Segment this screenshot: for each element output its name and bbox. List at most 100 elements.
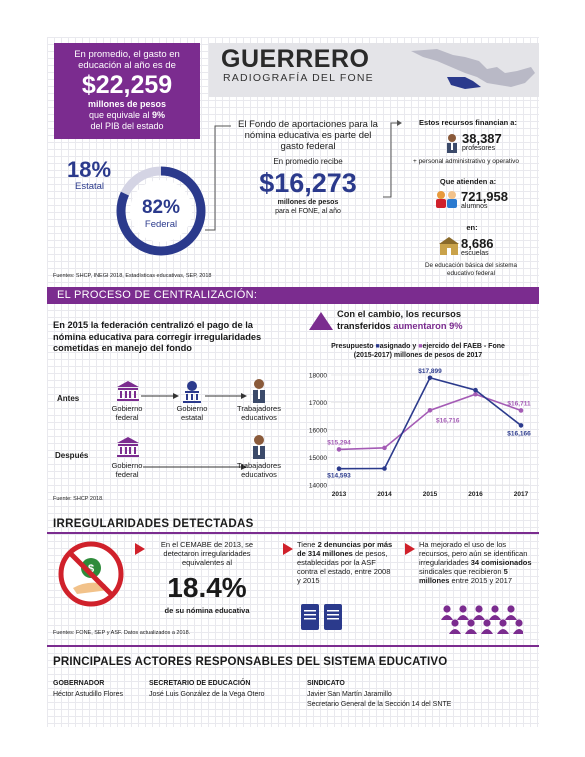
change-line-1: Con el cambio, los recursos <box>337 309 461 319</box>
students-num: 721,958 <box>461 189 508 204</box>
improve-a: Ha mejorado el uso de los recursos, pero… <box>419 540 528 567</box>
spend-unit: millones de pesos <box>87 99 167 109</box>
schools-note: De educación básica del sistema educativ… <box>424 262 518 277</box>
chart-title-line-2: (2015-2017) millones de pesos de 2017 <box>353 352 483 359</box>
complaints-text: Tiene 2 denuncias por más de 314 millone… <box>297 540 393 585</box>
improve-d: 5 millones <box>419 567 508 585</box>
chart-title-line-1: Presupuesto ■asignado y ■ejercido del FA… <box>297 342 539 351</box>
bracket-line <box>383 120 402 198</box>
sources-note-1: Fuentes: SHCP, INEGI 2018, Estadísticas … <box>53 273 212 279</box>
fone-unit: millones de pesos <box>277 199 339 206</box>
union-role: SINDICATO <box>307 680 345 687</box>
actors-top-rule <box>47 645 539 647</box>
finance-title: Estos recursos financian a: <box>419 118 517 127</box>
x-tick-label: 2017 <box>514 491 529 498</box>
connector-line <box>205 125 231 231</box>
teachers-label: profesores <box>462 145 496 152</box>
y-tick-label: 16000 <box>309 428 327 435</box>
y-tick-label: 14000 <box>309 483 327 490</box>
data-point-asignado <box>473 391 478 397</box>
irregular-pct-label: de su nómina educativa <box>164 606 250 615</box>
schools-label: escuelas <box>461 250 489 257</box>
spend-pct-prefix: que equivale al <box>88 110 153 120</box>
state-pct: 18% <box>67 157 112 182</box>
complaints-c: de pesos, establecidas por la ASF contra… <box>297 549 391 585</box>
y-tick-label: 17000 <box>309 400 327 407</box>
commissioners-icon <box>441 605 523 634</box>
y-tick-label: 15000 <box>309 455 327 462</box>
person-icon <box>473 605 485 620</box>
teachers-num: 38,387 <box>462 131 502 146</box>
fone-suffix: para el FONE, al año <box>275 208 341 215</box>
person-icon <box>497 619 509 634</box>
improve-text: Ha mejorado el uso de los recursos, pero… <box>419 540 533 585</box>
cemabe-text: En el CEMABE de 2013, se detectaron irre… <box>160 540 254 567</box>
teacher-icon <box>447 134 457 153</box>
spend-pct: 9% <box>152 110 166 120</box>
assigned-legend-swatch: ■ <box>375 343 380 350</box>
red-triangle-icon-3 <box>405 543 415 555</box>
change-increase: aumentaron 9% <box>393 321 463 331</box>
x-tick-label: 2016 <box>468 491 483 498</box>
sec-role: SECRETARIO DE EDUCACIÓN <box>149 680 251 687</box>
source-note-3: Fuentes: FONE, SEP y ASF. Datos actualiz… <box>53 630 191 636</box>
person-icon <box>513 619 523 634</box>
union-title: Secretario General de la Sección 14 del … <box>307 701 452 708</box>
arrow-before-1 <box>141 393 179 399</box>
data-label-asignado: $15,294 <box>327 439 351 446</box>
complaints-b: 2 denuncias por más de 314 millones <box>297 540 393 558</box>
irregular-pct: 18.4% <box>167 572 247 603</box>
data-point-asignado <box>427 408 433 413</box>
change-line-2: transferidos aumentaron 9% <box>337 321 463 331</box>
before-label: Antes <box>57 394 80 403</box>
union-name: Javier San Martín Jaramillo <box>307 691 392 698</box>
workers-label-after: Trabajadores educativos <box>237 461 281 479</box>
federal-pct: 82% <box>141 197 181 218</box>
federal-arc <box>116 166 206 256</box>
person-icon <box>489 605 501 620</box>
spend-box: En promedio, el gasto en educación al añ… <box>54 43 200 139</box>
centralization-banner <box>47 287 539 304</box>
state-title: GUERRERO <box>221 45 370 73</box>
state-building-icon <box>183 381 201 403</box>
increase-triangle-icon <box>309 312 333 330</box>
students-icon <box>436 191 457 208</box>
improve-b: 34 comisionados <box>470 558 532 567</box>
federal-gov-label-after: Gobierno federal <box>111 461 143 479</box>
person-icon <box>465 619 477 634</box>
split-donut-chart <box>116 166 206 256</box>
chart-title-a: Presupuesto <box>331 343 376 350</box>
chart-title-c: ejercido del FAEB - Fone <box>422 343 505 350</box>
actors-title: PRINCIPALES ACTORES RESPONSABLES DEL SIS… <box>53 656 448 668</box>
federal-building-icon-after <box>117 437 139 457</box>
gov-name: Héctor Astudillo Flores <box>53 691 124 698</box>
students-label: alumnos <box>461 203 488 210</box>
data-label-ejercido: $16,166 <box>507 430 531 437</box>
schools-num: 8,686 <box>461 236 494 251</box>
federal-building-icon-before <box>117 381 139 401</box>
irregularities-underline <box>47 532 539 534</box>
spent-legend-swatch: ■ <box>418 343 423 350</box>
improve-e: entre 2015 y 2017 <box>449 576 512 585</box>
sec-name: José Luis González de la Vega Otero <box>149 691 265 698</box>
spend-amount: $22,259 <box>81 71 173 99</box>
worker-icon-before <box>253 379 265 403</box>
chart-title: Presupuesto ■asignado y ■ejercido del FA… <box>297 342 539 360</box>
improve-c: sindicales que recibieron <box>419 567 504 576</box>
after-label: Después <box>55 451 89 460</box>
spend-pct-line: que equivale al 9% <box>54 110 200 121</box>
arrow-before-2 <box>205 393 247 399</box>
worker-icon-after <box>253 435 265 459</box>
spend-pct-suffix: del PIB del estado <box>90 121 164 131</box>
data-point-asignado <box>336 447 342 452</box>
x-tick-label: 2014 <box>377 491 392 498</box>
person-icon <box>441 605 453 620</box>
federal-gov-label-before: Gobierno federal <box>111 404 143 422</box>
y-tick-label: 18000 <box>309 373 327 380</box>
mexico-map-icon <box>411 49 535 89</box>
spend-intro: En promedio, el gasto en educación al añ… <box>74 49 180 71</box>
irregularities-banner: IRREGULARIDADES DETECTADAS <box>53 518 254 530</box>
data-label-asignado: $16,716 <box>436 417 460 424</box>
budget-line-chart: 14000 15000 16000 17000 18000 2013 2014 2015 201… <box>309 368 531 498</box>
data-point-ejercido <box>473 387 478 393</box>
